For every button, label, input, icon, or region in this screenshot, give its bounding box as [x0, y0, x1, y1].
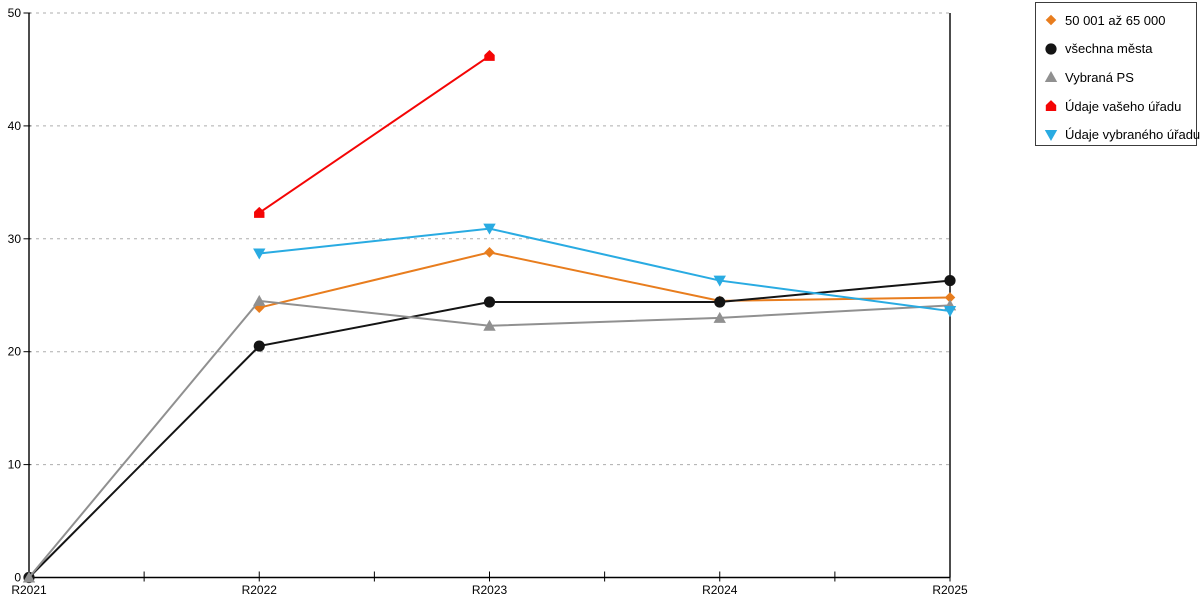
circle-marker-icon: [944, 274, 956, 287]
legend-item: Vybraná PS: [1044, 63, 1196, 92]
triangle-up-marker-icon: [713, 311, 726, 323]
pentagon-marker-icon: [254, 206, 265, 218]
diamond-marker-icon: [944, 292, 956, 303]
circle-marker-icon: [714, 296, 726, 308]
legend-item-label: Údaje vybraného úřadu: [1065, 127, 1200, 143]
triangle-down-marker-icon: [943, 306, 957, 318]
legend-item-label: Vybraná PS: [1065, 69, 1134, 85]
x-tick-label: R2021: [11, 583, 47, 597]
triangle-down-marker-icon: [713, 275, 726, 287]
legend-item: 50 001 až 65 000: [1044, 6, 1196, 35]
legend-item-label: všechna města: [1065, 41, 1153, 57]
y-tick-label: 10: [8, 458, 22, 472]
x-tick-label: R2023: [472, 583, 508, 597]
diamond-marker-icon: [484, 247, 495, 258]
legend-item: Údaje vašeho úřadu: [1044, 92, 1196, 121]
legend-item: všechna města: [1044, 35, 1196, 64]
y-tick-label: 30: [8, 232, 22, 246]
series-line: [259, 227, 951, 313]
y-tick-label: 0: [14, 571, 21, 585]
series-4: [253, 223, 957, 318]
circle-marker-icon: [483, 296, 496, 308]
legend-triangle-up-icon: [1044, 71, 1058, 83]
x-tick-label: R2022: [242, 583, 278, 597]
triangle-down-marker-icon: [253, 248, 266, 260]
series-0: [253, 247, 956, 313]
y-tick-label: 40: [8, 119, 22, 133]
legend-item-label: 50 001 až 65 000: [1065, 12, 1166, 28]
legend-item: Údaje vybraného úřadu: [1044, 120, 1200, 149]
triangle-up-marker-icon: [253, 294, 266, 306]
x-tick-label: R2024: [702, 583, 738, 597]
legend-circle-icon: [1045, 43, 1057, 55]
pentagon-marker-icon: [484, 50, 495, 61]
y-tick-label: 20: [8, 345, 22, 359]
x-tick-label: R2025: [932, 583, 968, 597]
circle-marker-icon: [253, 340, 265, 352]
legend-triangle-down-icon: [1044, 129, 1058, 141]
legend-pentagon-icon: [1045, 100, 1057, 112]
series-2: [22, 294, 957, 583]
series-line: [258, 55, 491, 214]
triangle-up-marker-icon: [483, 319, 496, 331]
legend-diamond-icon: [1045, 14, 1057, 26]
legend-item-label: Údaje vašeho úřadu: [1065, 98, 1182, 114]
triangle-down-marker-icon: [483, 223, 496, 235]
y-tick-label: 50: [8, 6, 22, 20]
legend: 50 001 až 65 000 všechna města Vybraná PS Ú…: [1035, 2, 1200, 149]
triangle-up-marker-icon: [22, 571, 36, 583]
series-line: [259, 251, 951, 309]
series-3: [254, 50, 495, 218]
diamond-marker-icon: [253, 302, 265, 313]
